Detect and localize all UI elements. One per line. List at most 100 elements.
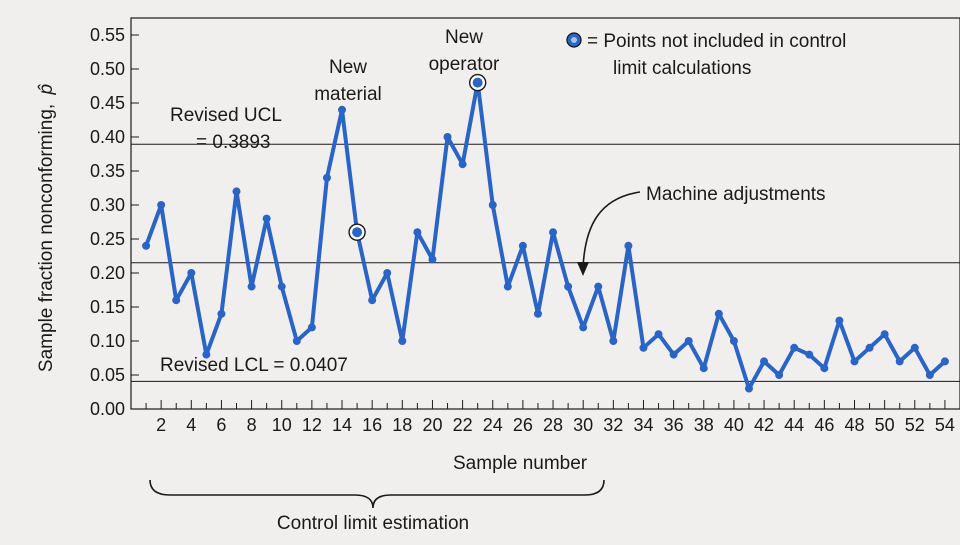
data-point: [533, 309, 542, 318]
x-tick-label: 28: [543, 415, 563, 435]
data-point: [624, 241, 633, 250]
data-point: [850, 357, 859, 366]
y-tick-label: 0.20: [90, 263, 125, 283]
y-tick-label: 0.05: [90, 365, 125, 385]
data-series: [142, 73, 949, 393]
data-point: [594, 282, 603, 291]
y-axis-ticks: 0.00 0.05 0.10 0.15 0.20 0.25 0.30 0.35 0.40 0.45…: [90, 25, 139, 419]
data-point: [428, 255, 437, 264]
x-tick-label: 16: [362, 415, 382, 435]
x-tick-label: 46: [814, 415, 834, 435]
data-point: [805, 350, 814, 359]
x-tick-label: 54: [935, 415, 955, 435]
x-tick-label: 10: [272, 415, 292, 435]
x-tick-label: 34: [633, 415, 653, 435]
legend-line2: limit calculations: [613, 58, 751, 79]
data-point: [383, 269, 392, 277]
x-tick-label: 6: [216, 415, 226, 435]
data-point: [925, 371, 934, 379]
x-tick-label: 38: [694, 415, 714, 435]
y-tick-label: 0.35: [90, 161, 125, 181]
data-point: [142, 241, 151, 250]
data-point: [579, 323, 588, 332]
data-point: [714, 309, 723, 318]
x-tick-label: 52: [905, 415, 925, 435]
data-point: [775, 371, 784, 379]
excluded-data-point: [352, 227, 363, 238]
data-point: [247, 282, 256, 291]
x-tick-label: 44: [784, 415, 804, 435]
x-tick-label: 30: [573, 415, 593, 435]
data-point: [368, 296, 377, 305]
data-point: [262, 214, 271, 223]
x-tick-label: 32: [603, 415, 623, 435]
data-point: [684, 337, 693, 345]
data-point: [232, 187, 241, 196]
data-point: [518, 241, 527, 250]
excluded-data-point: [472, 77, 483, 88]
y-tick-label: 0.00: [90, 399, 125, 419]
x-tick-label: 50: [875, 415, 895, 435]
data-point: [790, 343, 799, 352]
y-axis-title: Sample fraction nonconforming, p̂: [36, 83, 57, 372]
data-point: [157, 201, 166, 209]
data-point: [880, 330, 889, 339]
data-point: [820, 364, 829, 373]
data-point: [217, 309, 226, 318]
x-tick-label: 24: [483, 415, 503, 435]
data-point: [654, 330, 663, 339]
plot-frame: [130, 17, 960, 410]
data-point: [202, 350, 211, 359]
data-point: [488, 201, 497, 209]
data-point: [835, 316, 844, 325]
y-tick-label: 0.15: [90, 297, 125, 317]
data-point: [940, 357, 949, 366]
y-tick-label: 0.25: [90, 229, 125, 249]
series-line: [144, 80, 947, 391]
data-point: [549, 228, 558, 237]
machine-adjustments-arrowhead: [577, 262, 589, 276]
data-point: [503, 282, 512, 291]
data-point: [292, 337, 301, 345]
data-point: [307, 323, 316, 332]
x-tick-label: 26: [513, 415, 533, 435]
machine-adjustments-arrow: [582, 191, 641, 269]
data-point: [895, 357, 904, 366]
legend-excluded-point-ring: [571, 37, 577, 43]
new-operator-label-line1: New: [445, 27, 483, 48]
x-tick-label: 14: [332, 415, 352, 435]
machine-adjustments-label: Machine adjustments: [646, 184, 826, 205]
x-axis-ticks: 2 4 6 8 10 12 14 16 18 20 22 24 26 28 30 32 34 36 38 40 42 44…: [145, 400, 955, 435]
x-tick-label: 22: [453, 415, 473, 435]
data-point: [910, 343, 919, 352]
y-axis-title-group: Sample fraction nonconforming, p̂: [36, 83, 57, 372]
x-axis-title: Sample number: [453, 453, 588, 474]
data-point: [865, 343, 874, 352]
x-tick-label: 36: [664, 415, 684, 435]
y-tick-label: 0.10: [90, 331, 125, 351]
data-point: [277, 282, 286, 291]
x-tick-label: 20: [422, 415, 442, 435]
data-point: [413, 228, 422, 237]
data-point: [564, 282, 573, 291]
y-tick-label: 0.50: [90, 59, 125, 79]
new-material-label-line2: material: [314, 84, 382, 105]
y-tick-label: 0.55: [90, 25, 125, 45]
x-tick-label: 48: [844, 415, 864, 435]
control-limit-estimation-brace: [149, 479, 605, 509]
new-operator-label-line2: operator: [429, 54, 500, 75]
x-tick-label: 42: [754, 415, 774, 435]
data-point: [699, 364, 708, 373]
x-tick-label: 40: [724, 415, 744, 435]
data-point: [443, 133, 452, 141]
x-tick-label: 18: [392, 415, 412, 435]
data-point: [639, 343, 648, 352]
ucl-annotation-line2: = 0.3893: [196, 132, 271, 153]
x-tick-label: 4: [186, 415, 196, 435]
y-tick-label: 0.30: [90, 195, 125, 215]
data-point: [669, 350, 678, 359]
data-point: [609, 337, 618, 345]
ucl-annotation-line1: Revised UCL: [170, 105, 282, 126]
